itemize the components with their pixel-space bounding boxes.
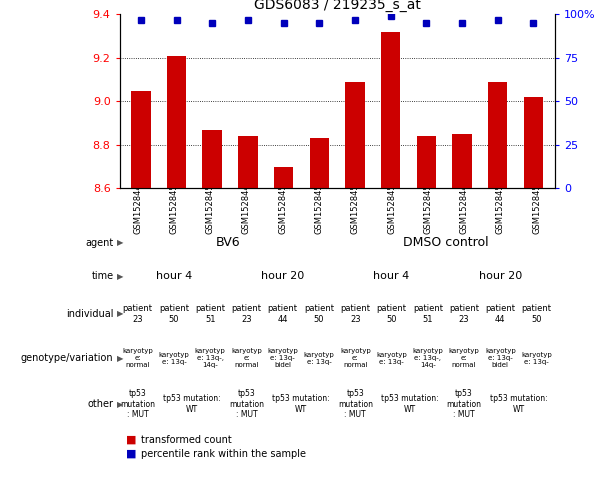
Text: ▶: ▶ (116, 354, 123, 363)
Bar (310, 138, 329, 188)
Text: karyotyp
e:
normal: karyotyp e: normal (231, 348, 262, 369)
Text: genotype/variation: genotype/variation (21, 354, 113, 364)
Text: karyotyp
e: 13q-,
14q-: karyotyp e: 13q-, 14q- (413, 348, 443, 369)
Text: patient
50: patient 50 (159, 304, 189, 324)
Bar (488, 82, 508, 188)
Text: tp53
mutation
: MUT: tp53 mutation : MUT (447, 389, 482, 419)
Text: transformed count: transformed count (141, 435, 232, 444)
Text: tp53 mutation:
WT: tp53 mutation: WT (381, 395, 438, 414)
Text: ■: ■ (126, 449, 136, 459)
Text: patient
23: patient 23 (123, 304, 153, 324)
Text: GSM1528453: GSM1528453 (314, 179, 324, 234)
Title: GDS6083 / 219235_s_at: GDS6083 / 219235_s_at (254, 0, 421, 12)
Text: patient
44: patient 44 (485, 304, 516, 324)
Text: ▶: ▶ (116, 272, 123, 281)
Text: karyotyp
e:
normal: karyotyp e: normal (123, 348, 153, 369)
Text: karyotyp
e: 13q-: karyotyp e: 13q- (303, 352, 334, 365)
Text: tp53
mutation
: MUT: tp53 mutation : MUT (338, 389, 373, 419)
Text: hour 4: hour 4 (373, 271, 409, 281)
Text: karyotyp
e:
normal: karyotyp e: normal (449, 348, 479, 369)
Text: patient
44: patient 44 (268, 304, 298, 324)
Bar (167, 56, 186, 188)
Bar (524, 97, 543, 188)
Text: ▶: ▶ (116, 309, 123, 318)
Text: patient
23: patient 23 (340, 304, 370, 324)
Text: GSM1528457: GSM1528457 (206, 179, 215, 234)
Text: karyotyp
e:
normal: karyotyp e: normal (340, 348, 371, 369)
Text: GSM1528448: GSM1528448 (460, 179, 468, 234)
Text: GSM1528451: GSM1528451 (278, 179, 287, 234)
Text: individual: individual (66, 309, 113, 319)
Text: karyotyp
e: 13q-
bidel: karyotyp e: 13q- bidel (267, 348, 298, 369)
Text: ▶: ▶ (116, 399, 123, 409)
Bar (202, 130, 222, 188)
Text: GSM1528450: GSM1528450 (351, 179, 360, 234)
Text: tp53
mutation
: MUT: tp53 mutation : MUT (120, 389, 155, 419)
Text: hour 4: hour 4 (156, 271, 192, 281)
Text: tp53 mutation:
WT: tp53 mutation: WT (490, 395, 547, 414)
Bar (381, 32, 400, 188)
Text: tp53 mutation:
WT: tp53 mutation: WT (272, 395, 330, 414)
Text: BV6: BV6 (216, 236, 241, 249)
Text: tp53
mutation
: MUT: tp53 mutation : MUT (229, 389, 264, 419)
Text: patient
50: patient 50 (522, 304, 552, 324)
Text: GSM1528449: GSM1528449 (133, 179, 142, 234)
Bar (238, 136, 258, 188)
Text: GSM1528447: GSM1528447 (242, 179, 251, 234)
Text: time: time (91, 271, 113, 281)
Text: hour 20: hour 20 (479, 271, 522, 281)
Text: ■: ■ (126, 435, 136, 444)
Text: patient
51: patient 51 (195, 304, 225, 324)
Text: patient
50: patient 50 (376, 304, 406, 324)
Text: other: other (88, 399, 113, 409)
Text: karyotyp
e: 13q-: karyotyp e: 13q- (159, 352, 189, 365)
Text: patient
51: patient 51 (413, 304, 443, 324)
Text: karyotyp
e: 13q-: karyotyp e: 13q- (376, 352, 407, 365)
Text: patient
50: patient 50 (304, 304, 334, 324)
Bar (416, 136, 436, 188)
Text: patient
23: patient 23 (449, 304, 479, 324)
Text: GSM1528452: GSM1528452 (496, 179, 505, 234)
Text: GSM1528454: GSM1528454 (532, 179, 541, 234)
Text: tp53 mutation:
WT: tp53 mutation: WT (163, 395, 221, 414)
Bar (131, 90, 151, 188)
Text: GSM1528456: GSM1528456 (387, 179, 396, 234)
Text: hour 20: hour 20 (261, 271, 305, 281)
Text: karyotyp
e: 13q-,
14q-: karyotyp e: 13q-, 14q- (195, 348, 226, 369)
Text: ▶: ▶ (116, 238, 123, 247)
Text: karyotyp
e: 13q-
bidel: karyotyp e: 13q- bidel (485, 348, 516, 369)
Text: GSM1528455: GSM1528455 (169, 179, 178, 234)
Text: percentile rank within the sample: percentile rank within the sample (141, 449, 306, 459)
Text: DMSO control: DMSO control (403, 236, 489, 249)
Text: agent: agent (85, 238, 113, 248)
Text: patient
23: patient 23 (232, 304, 262, 324)
Text: GSM1528458: GSM1528458 (424, 179, 432, 234)
Bar (345, 82, 365, 188)
Bar (274, 167, 294, 188)
Bar (452, 134, 472, 188)
Text: karyotyp
e: 13q-: karyotyp e: 13q- (521, 352, 552, 365)
